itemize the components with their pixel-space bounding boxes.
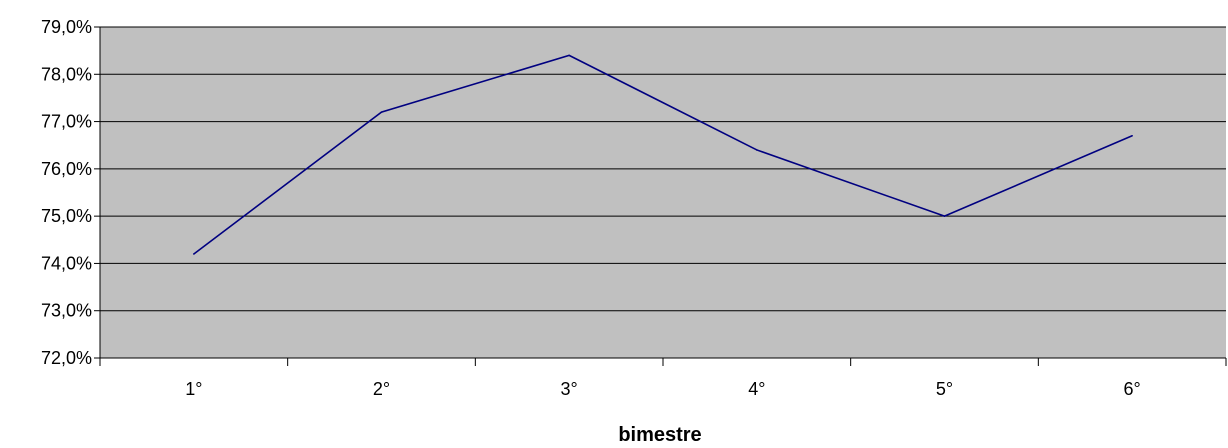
x-axis-title: bimestre <box>618 424 701 446</box>
series-line <box>193 54 1133 255</box>
y-tick-label: 74,0% <box>41 253 92 273</box>
x-tick-label: 2° <box>373 379 390 399</box>
y-tick-label: 72,0% <box>41 348 92 368</box>
x-tick-label: 6° <box>1124 379 1141 399</box>
y-tick-label: 73,0% <box>41 301 92 321</box>
x-tick-label: 4° <box>748 379 765 399</box>
y-tick-label: 79,0% <box>41 17 92 37</box>
y-tick-label: 78,0% <box>41 64 92 84</box>
data-point <box>943 215 946 217</box>
x-tick-labels: 1° 2° 3° 4° 5° 6° <box>185 379 1141 399</box>
data-point <box>1131 134 1133 137</box>
y-tick-label: 75,0% <box>41 206 92 226</box>
x-tick-label: 3° <box>561 379 578 399</box>
y-tick-labels: 72,0% 73,0% 74,0% 75,0% 76,0% 77,0% 78,0% 79,0% <box>41 17 92 368</box>
gridlines <box>94 26 1226 359</box>
series-layer <box>193 54 1133 255</box>
data-point <box>568 54 570 57</box>
y-tick-label: 77,0% <box>41 112 92 132</box>
data-point <box>193 253 195 255</box>
x-tick-label: 1° <box>185 379 202 399</box>
x-tick-label: 5° <box>936 379 953 399</box>
data-point <box>380 111 383 113</box>
axes <box>99 27 1227 366</box>
plot-area <box>100 27 1226 358</box>
data-point <box>756 149 758 151</box>
y-tick-label: 76,0% <box>41 159 92 179</box>
